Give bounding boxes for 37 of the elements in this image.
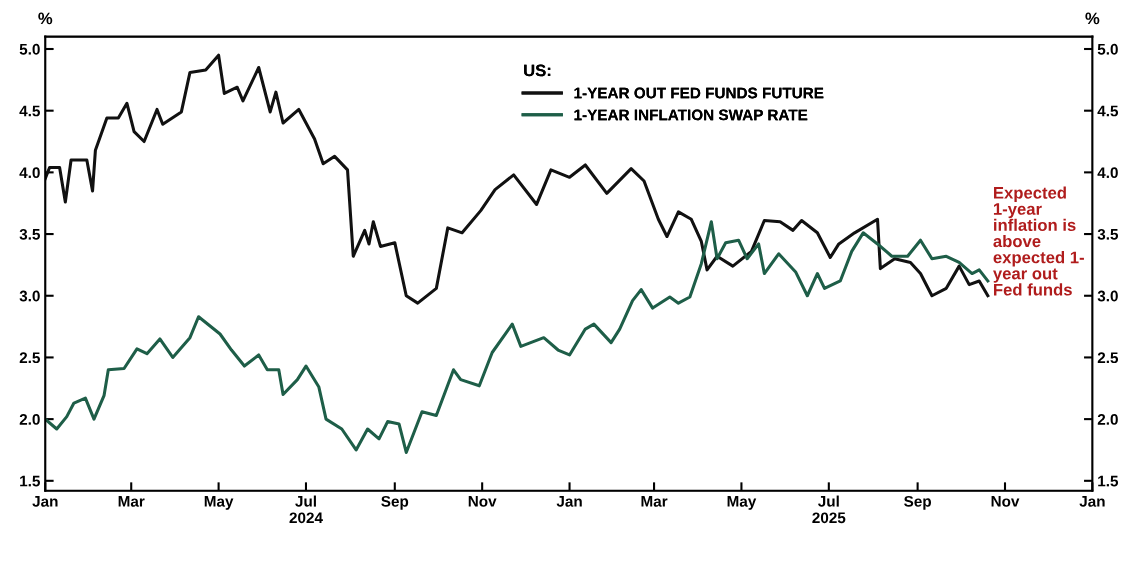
y-axis-title: % [38, 12, 53, 25]
x-tick-label: Sep [381, 495, 409, 510]
y2-tick-label: 5.0 [1097, 43, 1118, 55]
y-tick-label: 2.5 [19, 352, 40, 364]
x-tick-label: Jul 2025 [812, 495, 846, 524]
y2-tick-label: 2.5 [1097, 352, 1119, 364]
line-series [45, 220, 990, 454]
y-tick-label: 2.0 [19, 413, 40, 425]
y2-tick-label: 3.0 [1097, 290, 1118, 302]
x-tick-label: Nov [991, 496, 1020, 507]
x-tick-label: Jan [32, 496, 58, 507]
line-series [45, 53, 990, 305]
y2-axis-title: % [1085, 12, 1100, 25]
x-tick-label: Mar [641, 496, 668, 507]
x-tick-label: May [204, 496, 234, 510]
legend-label: 1-YEAR INFLATION SWAP RATE [574, 109, 808, 121]
legend-title: US: [524, 64, 551, 77]
x-tick-label: Nov [468, 496, 497, 507]
y2-tick-label: 2.0 [1097, 413, 1118, 425]
x-tick-label: May [727, 496, 757, 510]
x-tick-label: Sep [904, 495, 932, 510]
x-tick-label: Jan [556, 496, 582, 507]
y2-tick-label: 1.5 [1098, 475, 1119, 487]
x-tick-label: Jul 2024 [289, 495, 323, 524]
y-tick-label: 3.5 [19, 228, 40, 240]
y2-tick-label: 4.5 [1097, 105, 1119, 117]
legend-label: 1-YEAR OUT FED FUNDS FUTURE [574, 87, 824, 99]
y2-tick-label: 4.0 [1097, 167, 1118, 179]
y-tick-label: 3.0 [19, 290, 40, 302]
y-tick-label: 4.5 [19, 105, 40, 117]
y2-tick-label: 3.5 [1097, 228, 1119, 240]
x-tick-label: Jan [1079, 496, 1105, 507]
annotation: Expected 1-year inflation is above expected 1- year out Fed funds [993, 186, 1084, 296]
y-tick-label: 1.5 [20, 475, 40, 487]
y-tick-label: 4.0 [19, 167, 40, 179]
x-tick-label: Mar [118, 496, 145, 507]
y-tick-label: 5.0 [19, 43, 40, 55]
